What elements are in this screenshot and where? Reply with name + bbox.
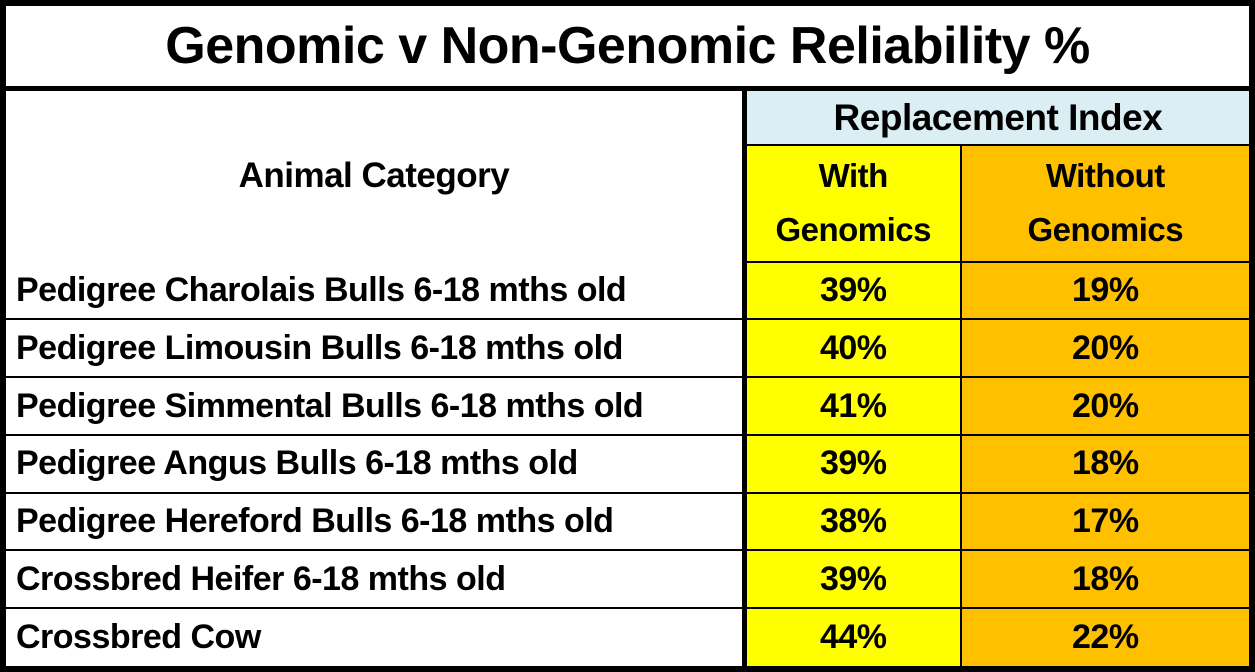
with-genomics-cell: 39% — [744, 261, 962, 321]
table-row: Pedigree Charolais Bulls 6-18 mths old 3… — [6, 261, 1249, 321]
category-cell: Pedigree Simmental Bulls 6-18 mths old — [6, 377, 747, 436]
without-genomics-cell: 19% — [960, 261, 1249, 321]
page-title: Genomic v Non-Genomic Reliability % — [6, 6, 1249, 92]
without-genomics-cell: 20% — [960, 377, 1249, 436]
table-row: Pedigree Hereford Bulls 6-18 mths old 38… — [6, 492, 1249, 552]
title-row: Genomic v Non-Genomic Reliability % — [6, 6, 1249, 92]
table-row: Crossbred Cow 44% 22% — [6, 608, 1249, 666]
category-cell: Pedigree Angus Bulls 6-18 mths old — [6, 434, 747, 494]
with-genomics-cell: 40% — [744, 319, 962, 379]
sub-header-row: With Genomics Without Genomics — [6, 145, 1249, 263]
category-cell: Crossbred Heifer 6-18 mths old — [6, 550, 747, 610]
category-cell: Pedigree Charolais Bulls 6-18 mths old — [6, 261, 747, 321]
group-header-row: Animal Category Replacement Index — [6, 88, 1249, 262]
reliability-table: Genomic v Non-Genomic Reliability % Anim… — [6, 6, 1249, 666]
without-genomics-cell: 18% — [960, 550, 1249, 610]
table-row: Pedigree Angus Bulls 6-18 mths old 39% 1… — [6, 434, 1249, 494]
with-genomics-cell: 39% — [744, 434, 962, 494]
without-genomics-cell: 22% — [960, 608, 1249, 666]
table-row: Pedigree Limousin Bulls 6-18 mths old 40… — [6, 319, 1249, 379]
without-genomics-cell: 20% — [960, 319, 1249, 379]
column-header-without-genomics: Without Genomics — [960, 145, 1249, 263]
column-group-header-replacement-index: Replacement Index — [744, 88, 1249, 147]
without-genomics-cell: 17% — [960, 492, 1249, 552]
with-genomics-cell: 38% — [744, 492, 962, 552]
with-genomics-cell: 39% — [744, 550, 962, 610]
without-genomics-cell: 18% — [960, 434, 1249, 494]
column-header-with-genomics: With Genomics — [744, 145, 962, 263]
column-header-animal-category: Animal Category — [6, 88, 747, 262]
category-cell: Pedigree Limousin Bulls 6-18 mths old — [6, 319, 747, 379]
with-genomics-cell: 44% — [744, 608, 962, 666]
category-cell: Crossbred Cow — [6, 608, 747, 666]
with-genomics-cell: 41% — [744, 377, 962, 436]
table-row: Pedigree Simmental Bulls 6-18 mths old 4… — [6, 377, 1249, 436]
category-cell: Pedigree Hereford Bulls 6-18 mths old — [6, 492, 747, 552]
table-row: Crossbred Heifer 6-18 mths old 39% 18% — [6, 550, 1249, 610]
